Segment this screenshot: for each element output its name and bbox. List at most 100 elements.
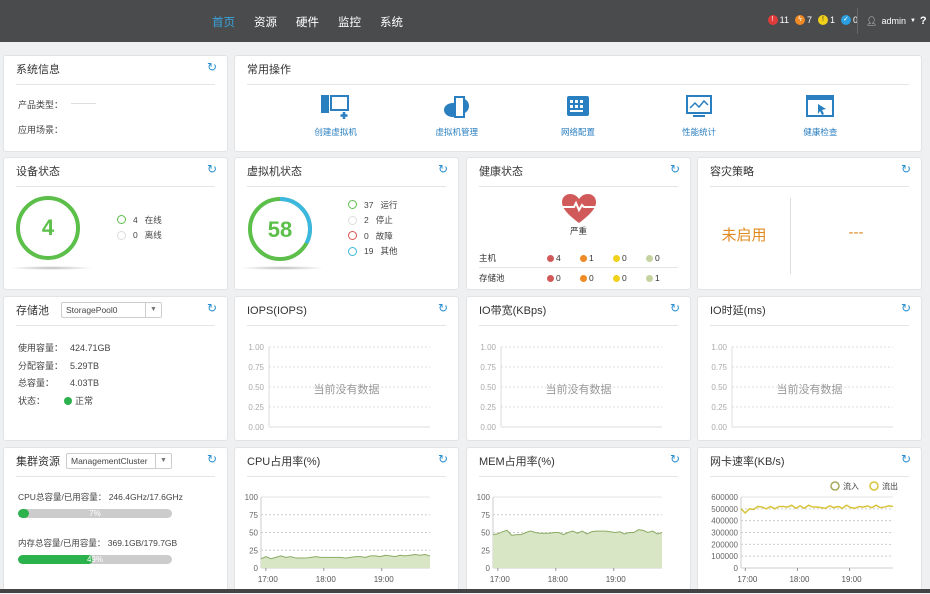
iops-chart: 1.000.750.500.250.00	[235, 297, 460, 442]
y-tick-label: 1.00	[248, 343, 264, 352]
refresh-icon[interactable]: ↻	[207, 162, 217, 176]
x-tick-label: 19:00	[374, 575, 395, 584]
y-tick-label: 0.00	[248, 423, 264, 432]
cluster-resource-card: 集群资源 ManagementCluster▼ ↻ CPU总容量/已用容量： 2…	[3, 447, 228, 593]
performance-icon	[683, 94, 715, 120]
x-tick-label: 18:00	[789, 575, 810, 584]
legend-label: 流入	[843, 481, 859, 491]
vm-manage-button[interactable]: 虚拟机管理	[417, 94, 497, 138]
card-title: 设备状态	[16, 158, 60, 186]
y-tick-label: 0.75	[711, 363, 727, 372]
storage-pool-select[interactable]: StoragePool0▼	[61, 302, 162, 318]
cluster-select[interactable]: ManagementCluster▼	[66, 453, 172, 469]
nav-monitor[interactable]: 监控	[338, 14, 361, 30]
health-count: 0	[646, 248, 660, 268]
y-tick-label: 0.50	[248, 383, 264, 392]
status-ok-icon	[64, 397, 72, 405]
y-tick-label: 0	[254, 564, 259, 573]
card-title: 系统信息	[16, 56, 60, 84]
nav-resources[interactable]: 资源	[254, 14, 277, 30]
create-vm-button[interactable]: 创建虚拟机	[296, 94, 376, 138]
storage-row: 总容量：4.03TB	[18, 376, 99, 389]
nav-system[interactable]: 系统	[380, 14, 403, 30]
y-tick-label: 0.25	[248, 403, 264, 412]
area-fill	[493, 530, 662, 568]
y-tick-label: 75	[481, 511, 490, 520]
network-config-button[interactable]: 网络配置	[538, 94, 618, 138]
nav-hardware[interactable]: 硬件	[296, 14, 319, 30]
user-menu[interactable]: 👤︎ admin▼ ?▼	[866, 15, 930, 27]
critical-alarms[interactable]: !11	[768, 15, 789, 25]
refresh-icon[interactable]: ↻	[207, 60, 217, 74]
gauge-shadow	[9, 266, 94, 270]
status-badge: 正常	[64, 394, 93, 407]
y-tick-label: 0.00	[711, 423, 727, 432]
dr-policy-card: 容灾策略 ↻ 未启用 ---	[697, 157, 922, 290]
y-tick-label: 50	[249, 529, 258, 538]
no-data-text: 当前没有数据	[546, 381, 612, 397]
refresh-icon[interactable]: ↻	[207, 301, 217, 315]
y-tick-label: 1.00	[711, 343, 727, 352]
y-tick-label: 0	[734, 564, 739, 573]
divider	[857, 8, 858, 34]
x-tick-label: 19:00	[606, 575, 627, 584]
critical-alarm-icon: !	[768, 15, 778, 25]
main-nav: 首页 资源 硬件 监控 系统	[212, 14, 403, 30]
x-tick-label: 17:00	[737, 575, 758, 584]
y-tick-label: 0.75	[480, 363, 496, 372]
y-tick-label: 25	[481, 546, 490, 555]
area-fill	[261, 555, 430, 568]
refresh-icon[interactable]: ↻	[207, 452, 217, 466]
minor-alarm-icon: !	[818, 15, 828, 25]
performance-button[interactable]: 性能统计	[659, 94, 739, 138]
minor-alarms[interactable]: !1	[818, 15, 835, 25]
ok-alarms[interactable]: ✓0	[841, 15, 858, 25]
chevron-down-icon: ▼	[145, 303, 161, 317]
health-count: 4	[547, 248, 561, 268]
card-title: 常用操作	[247, 56, 291, 84]
health-check-icon	[804, 94, 836, 120]
io-bandwidth-chart: 1.000.750.500.250.00	[467, 297, 692, 442]
mem-capacity: 内存总容量/已用容量： 369.1GB/179.7GB	[18, 537, 177, 549]
help-button[interactable]: ?	[920, 15, 927, 27]
no-data-text: 当前没有数据	[777, 381, 843, 397]
storage-row: 分配容量：5.29TB	[18, 359, 99, 372]
refresh-icon[interactable]: ↻	[670, 162, 680, 176]
nav-home[interactable]: 首页	[212, 14, 235, 30]
gauge-shadow	[240, 266, 325, 270]
x-tick-label: 19:00	[842, 575, 863, 584]
health-count: 1	[580, 248, 594, 268]
no-data-text: 当前没有数据	[314, 381, 380, 397]
y-tick-label: 500000	[711, 505, 738, 514]
y-tick-label: 600000	[711, 493, 738, 502]
y-tick-label: 75	[249, 511, 258, 520]
svg-text:58: 58	[268, 217, 292, 242]
refresh-icon[interactable]: ↻	[901, 162, 911, 176]
y-tick-label: 0.25	[711, 403, 727, 412]
scene-label: 应用场景：	[18, 123, 63, 136]
system-info-card: 系统信息 ↻ 产品类型： 应用场景：	[3, 55, 228, 152]
bottom-bar	[0, 589, 930, 593]
card-title: 集群资源	[16, 448, 60, 476]
nic-rate-chart: 600000500000400000300000200000100000017:…	[698, 448, 923, 594]
y-tick-label: 1.00	[480, 343, 496, 352]
network-config-icon	[562, 94, 594, 120]
refresh-icon[interactable]: ↻	[438, 162, 448, 176]
y-tick-label: 0.00	[480, 423, 496, 432]
health-check-button[interactable]: 健康检查	[780, 94, 860, 138]
